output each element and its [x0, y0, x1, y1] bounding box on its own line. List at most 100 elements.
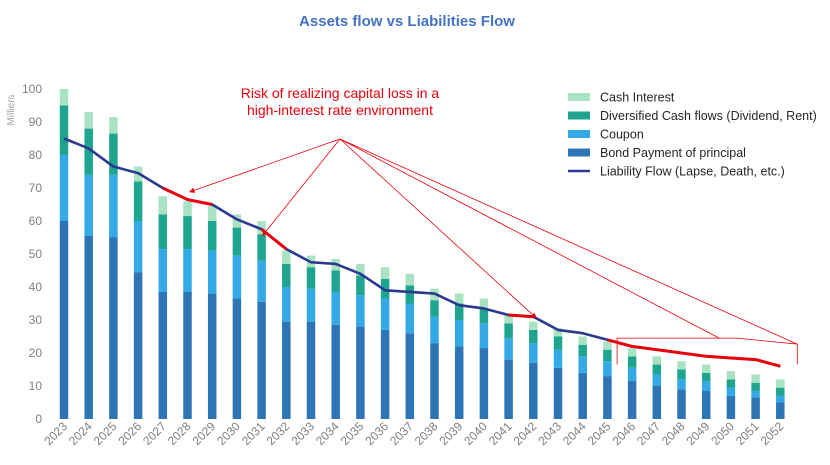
bar-bond-payment-of-principal-2050: [726, 395, 736, 419]
bar-bond-payment-of-principal-2030: [232, 298, 242, 419]
bar-diversified-cash-flows-dividend-rent-2041: [504, 323, 513, 339]
x-tick-label: 2041: [486, 419, 515, 448]
y-tick-label: 50: [29, 247, 43, 261]
bar-cash-interest-2042: [529, 321, 538, 330]
bar-coupon-2049: [701, 381, 711, 391]
bar-bond-payment-of-principal-2032: [282, 321, 291, 419]
bar-diversified-cash-flows-dividend-rent-2044: [578, 344, 587, 357]
bar-cash-interest-2048: [677, 361, 686, 370]
bar-cash-interest-2047: [652, 356, 662, 365]
annotation-bracket: [616, 337, 798, 365]
bar-coupon-2048: [677, 379, 686, 390]
bar-coupon-2045: [603, 361, 612, 377]
bar-coupon-2024: [84, 174, 93, 236]
legend-label-coupon: Coupon: [600, 128, 644, 142]
bar-diversified-cash-flows-dividend-rent-2034: [331, 270, 340, 292]
bar-bond-payment-of-principal-2049: [701, 390, 711, 419]
highlight-segment-2041-2042: [508, 313, 534, 319]
x-axis: 2023202420252026202720282029203020312032…: [41, 419, 786, 448]
bar-bond-payment-of-principal-2034: [331, 324, 340, 419]
bar-bond-payment-of-principal-2051: [751, 397, 760, 419]
bar-bond-payment-of-principal-2037: [405, 333, 415, 419]
bar-diversified-cash-flows-dividend-rent-2031: [257, 234, 266, 261]
bars-layer: [59, 89, 785, 419]
bar-coupon-2042: [529, 343, 538, 363]
annotation-arrow-5: [339, 138, 798, 345]
x-tick-label: 2033: [288, 419, 317, 448]
bar-diversified-cash-flows-dividend-rent-2024: [84, 128, 93, 175]
x-tick-label: 2034: [313, 419, 342, 448]
x-tick-label: 2025: [91, 419, 120, 448]
legend-label-bond-payment-of-principal: Bond Payment of principal: [600, 146, 746, 160]
bar-cash-interest-2049: [701, 364, 711, 373]
bar-cash-interest-2051: [751, 374, 760, 383]
bar-diversified-cash-flows-dividend-rent-2048: [677, 369, 686, 380]
bar-diversified-cash-flows-dividend-rent-2037: [405, 285, 415, 304]
bar-cash-interest-2030: [232, 214, 242, 228]
x-tick-label: 2026: [115, 419, 144, 448]
bar-diversified-cash-flows-dividend-rent-2043: [553, 336, 563, 350]
bar-cash-interest-2052: [776, 379, 785, 388]
bar-coupon-2041: [504, 338, 513, 360]
legend-swatch-cash-interest: [568, 93, 590, 101]
bar-cash-interest-2041: [504, 315, 513, 324]
bar-cash-interest-2031: [257, 221, 266, 235]
bar-coupon-2028: [183, 249, 192, 292]
bar-cash-interest-2036: [380, 267, 390, 279]
bar-coupon-2036: [380, 298, 390, 330]
x-tick-label: 2047: [634, 419, 663, 448]
y-tick-label: 80: [29, 148, 43, 162]
bar-cash-interest-2050: [726, 371, 736, 380]
highlight-segment-2045-2052: [607, 338, 781, 368]
bar-cash-interest-2040: [479, 298, 489, 309]
bar-bond-payment-of-principal-2025: [109, 237, 118, 419]
bar-bond-payment-of-principal-2040: [479, 348, 489, 419]
x-tick-label: 2043: [535, 419, 564, 448]
bar-bond-payment-of-principal-2044: [578, 372, 587, 419]
x-tick-label: 2037: [387, 419, 416, 448]
bar-diversified-cash-flows-dividend-rent-2051: [751, 382, 760, 391]
bar-coupon-2032: [282, 287, 291, 322]
bar-bond-payment-of-principal-2042: [529, 362, 538, 419]
bar-bond-payment-of-principal-2036: [380, 329, 390, 419]
y-tick-label: 90: [29, 115, 43, 129]
bar-coupon-2025: [109, 174, 118, 238]
bar-diversified-cash-flows-dividend-rent-2050: [726, 379, 736, 388]
y-tick-label: 0: [35, 412, 42, 426]
annotation-line-1: Risk of realizing capital loss in a: [241, 85, 440, 101]
x-tick-label: 2050: [708, 419, 737, 448]
bar-diversified-cash-flows-dividend-rent-2045: [603, 349, 612, 362]
bar-cash-interest-2046: [627, 348, 637, 357]
bar-bond-payment-of-principal-2033: [306, 321, 316, 419]
legend: Cash Interest Diversified Cash flows (Div…: [568, 91, 817, 179]
bar-cash-interest-2028: [183, 201, 192, 217]
annotation-arrow-3: [339, 138, 537, 319]
bar-bond-payment-of-principal-2038: [430, 343, 439, 419]
x-tick-label: 2044: [560, 419, 589, 448]
bar-bond-payment-of-principal-2039: [454, 346, 464, 419]
bar-bond-payment-of-principal-2046: [627, 381, 637, 419]
x-tick-label: 2049: [684, 419, 713, 448]
bar-diversified-cash-flows-dividend-rent-2033: [306, 267, 316, 289]
annotation-line-2: high-interest rate environment: [247, 102, 433, 118]
bar-bond-payment-of-principal-2043: [553, 367, 563, 419]
bar-bond-payment-of-principal-2031: [257, 301, 266, 419]
legend-label-liability-flow-lapse-death-etc: Liability Flow (Lapse, Death, etc.): [600, 165, 785, 179]
bar-bond-payment-of-principal-2035: [356, 326, 365, 419]
y-tick-label: 20: [29, 346, 43, 360]
bar-diversified-cash-flows-dividend-rent-2052: [776, 387, 785, 396]
x-tick-label: 2036: [362, 419, 391, 448]
y-axis: 0 10 20 30 40 50 60 70 80 90 100: [22, 82, 42, 426]
bar-bond-payment-of-principal-2023: [59, 221, 69, 419]
x-tick-label: 2035: [338, 419, 367, 448]
x-tick-label: 2052: [758, 419, 787, 448]
bar-bond-payment-of-principal-2047: [652, 386, 662, 419]
bar-diversified-cash-flows-dividend-rent-2047: [652, 364, 662, 375]
x-tick-label: 2046: [609, 419, 638, 448]
y-tick-label: 40: [29, 280, 43, 294]
legend-label-diversified-cash-flows-dividend-rent: Diversified Cash flows (Dividend, Rent): [600, 109, 817, 123]
legend-swatch-coupon: [568, 130, 590, 138]
y-tick-label: 70: [29, 181, 43, 195]
x-tick-label: 2032: [264, 419, 293, 448]
